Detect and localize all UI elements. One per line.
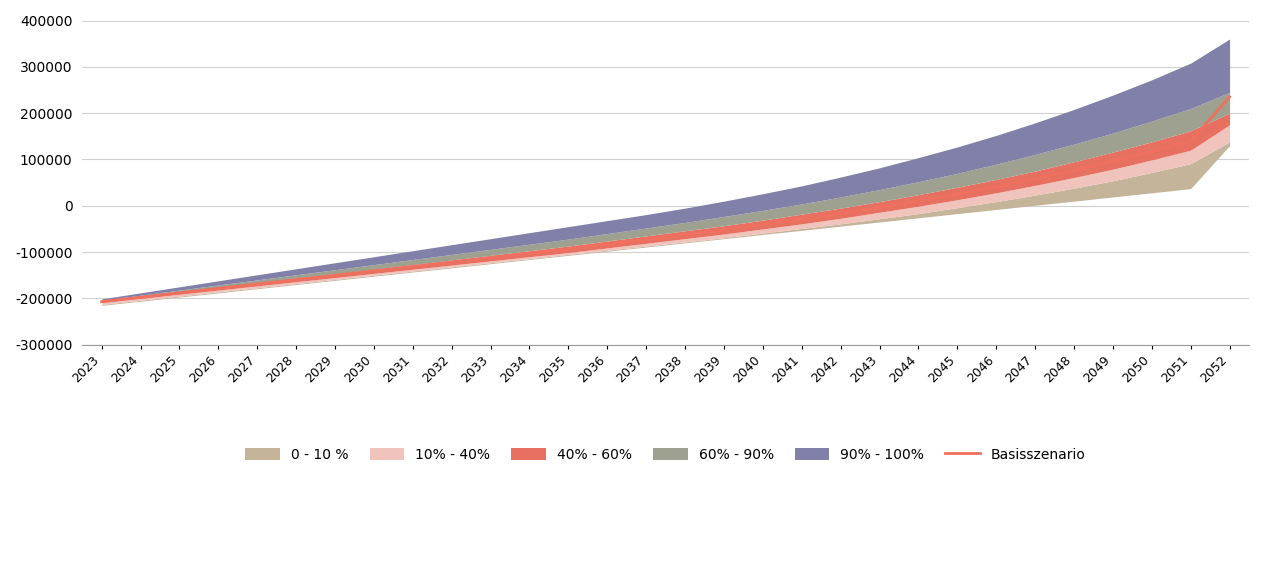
Legend: 0 - 10 %, 10% - 40%, 40% - 60%, 60% - 90%, 90% - 100%, Basisszenario: 0 - 10 %, 10% - 40%, 40% - 60%, 60% - 90… (240, 442, 1091, 468)
